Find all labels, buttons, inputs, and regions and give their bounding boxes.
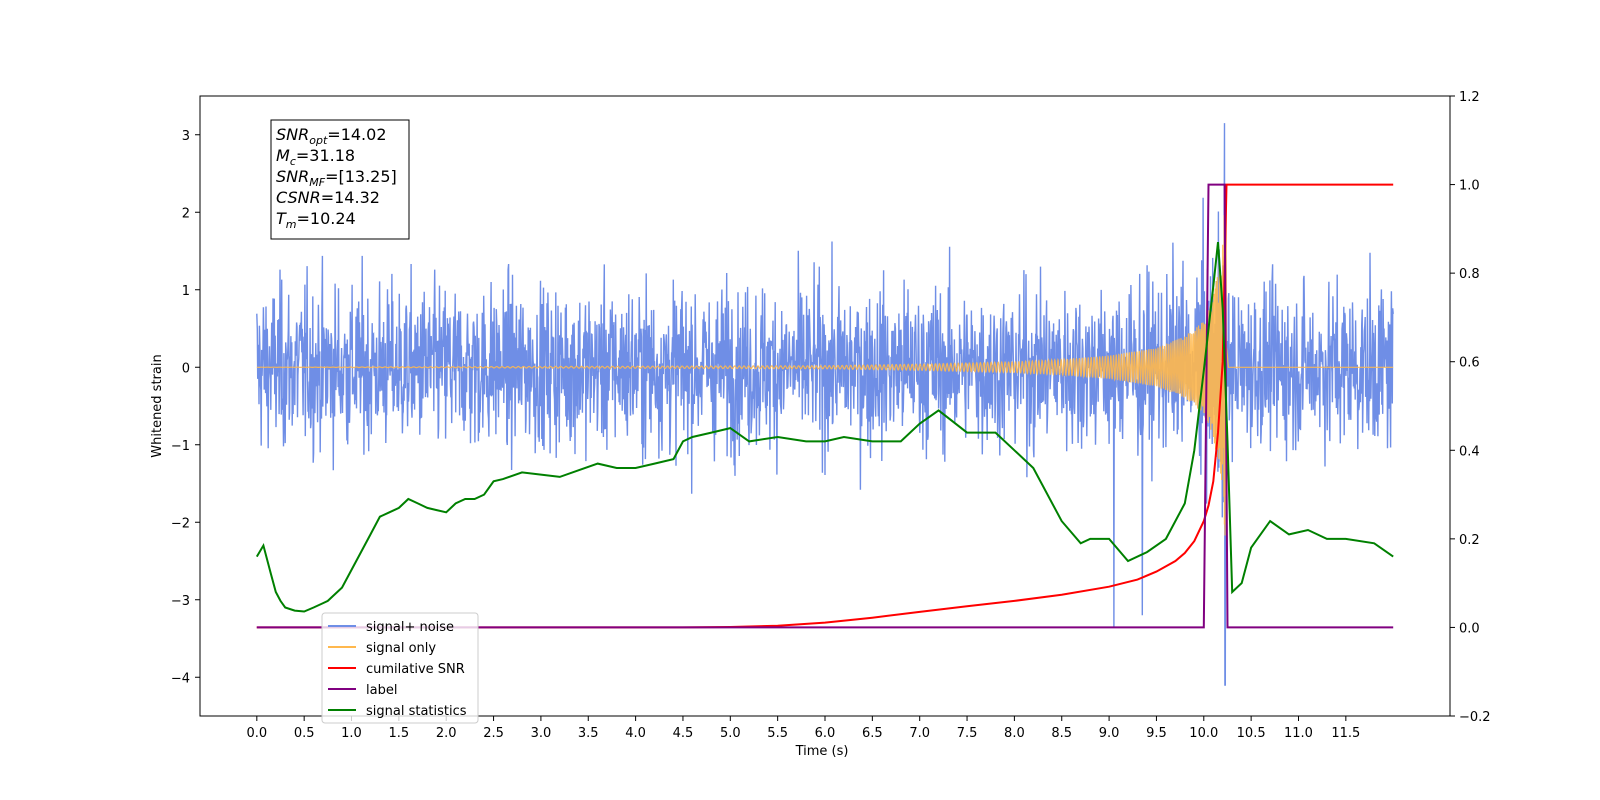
x-tick-label: 9.5	[1146, 726, 1167, 741]
y-right-tick-label: 0.8	[1459, 267, 1480, 282]
legend-entry: signal+ noise	[366, 620, 454, 635]
annotation-line: CSNR=14.32	[276, 188, 380, 207]
x-tick-label: 4.0	[625, 726, 646, 741]
y-left-tick-label: −1	[171, 439, 190, 454]
x-tick-label: 10.5	[1237, 726, 1266, 741]
legend-entry: signal only	[366, 641, 436, 656]
x-axis: 0.0 0.5 1.0 1.5 2.0 2.5 3.0 3.5 4.0 4.5 5.0 5.5 6.0 6…	[246, 716, 1360, 741]
series-cumulative-snr-line	[256, 183, 1394, 629]
x-tick-label: 11.5	[1331, 726, 1360, 741]
y-axis-right: 1.2 1.0 0.8 0.6 0.4 0.2 0.0 −0.2	[1450, 90, 1491, 725]
x-tick-label: 5.0	[720, 726, 741, 741]
y-right-tick-label: 1.2	[1459, 90, 1480, 105]
y-right-tick-label: 0.6	[1459, 356, 1480, 371]
x-tick-label: 6.0	[815, 726, 836, 741]
series-signal-statistics-line	[255, 241, 1394, 613]
y-right-tick-label: −0.2	[1459, 710, 1491, 725]
legend-entry: label	[366, 683, 397, 698]
series-layer	[255, 123, 1394, 686]
y-left-tick-label: −4	[171, 671, 190, 686]
x-tick-label: 0.0	[246, 726, 267, 741]
x-tick-label: 1.5	[389, 726, 410, 741]
legend-frame	[321, 612, 479, 724]
x-tick-label: 1.0	[341, 726, 362, 741]
y-axis-label: Whitened strain	[150, 354, 165, 457]
y-right-tick-label: 0.2	[1459, 533, 1480, 548]
x-tick-label: 6.5	[862, 726, 883, 741]
x-tick-label: 3.0	[531, 726, 552, 741]
annotation-frame	[270, 119, 410, 240]
y-left-tick-label: 1	[182, 284, 190, 299]
y-right-tick-label: 1.0	[1459, 179, 1480, 194]
annotation-line: Mc=31.18	[276, 146, 355, 168]
y-left-tick-label: 2	[182, 206, 190, 221]
y-left-tick-label: −3	[171, 594, 190, 609]
legend-entry: signal statistics	[366, 704, 467, 719]
y-left-tick-label: 0	[182, 361, 190, 376]
series-label-line	[256, 183, 1394, 629]
x-tick-label: 2.5	[483, 726, 504, 741]
y-left-tick-label: 3	[182, 129, 190, 144]
y-left-tick-label: −2	[171, 516, 190, 531]
x-tick-label: 5.5	[767, 726, 788, 741]
y-axis-left: 3 2 1 0 −1 −2 −3 −4	[171, 129, 200, 686]
x-tick-label: 4.5	[673, 726, 694, 741]
y-right-tick-label: 0.4	[1459, 444, 1480, 459]
x-tick-label: 2.0	[436, 726, 457, 741]
annotation-line: SNRopt=14.02	[276, 125, 387, 147]
x-tick-label: 8.5	[1051, 726, 1072, 741]
x-tick-label: 11.0	[1284, 726, 1313, 741]
series-signal-only-line	[256, 193, 1394, 536]
y-right-tick-label: 0.0	[1459, 621, 1480, 636]
x-tick-label: 10.0	[1189, 726, 1218, 741]
x-tick-label: 8.0	[1004, 726, 1025, 741]
legend: signal+ noise signal only cumilative SNR la…	[321, 612, 479, 724]
x-tick-label: 7.0	[909, 726, 930, 741]
annotation-line: SNRMF=[13.25]	[276, 167, 397, 189]
annotation-line: Tm=10.24	[276, 209, 356, 231]
x-tick-label: 9.0	[1099, 726, 1120, 741]
x-axis-label: Time (s)	[795, 744, 849, 759]
x-tick-label: 3.5	[578, 726, 599, 741]
legend-entry: cumilative SNR	[366, 662, 465, 677]
annotation-box: SNRopt=14.02Mc=31.18SNRMF=[13.25]CSNR=14…	[270, 119, 410, 240]
x-tick-label: 7.5	[957, 726, 978, 741]
x-tick-label: 0.5	[294, 726, 315, 741]
